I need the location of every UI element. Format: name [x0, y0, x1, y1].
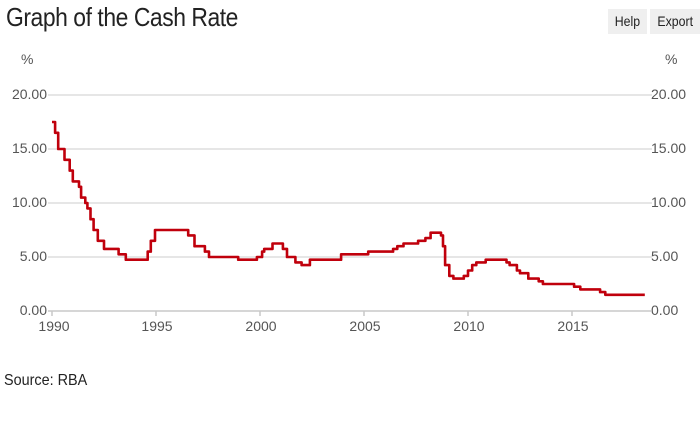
- x-tick-2015: 2015: [557, 318, 589, 334]
- page-title: Graph of the Cash Rate: [6, 2, 238, 32]
- x-tick-2005: 2005: [349, 318, 381, 334]
- gridlines: [48, 94, 652, 258]
- left-axis-unit: %: [21, 51, 34, 67]
- export-button-label: Export: [656, 13, 693, 29]
- y-tick-left-10: 10.00: [11, 194, 47, 210]
- x-tick-2000: 2000: [245, 318, 277, 334]
- y-tick-right-15: 15.00: [651, 140, 687, 156]
- y-tick-right-10: 10.00: [651, 194, 687, 210]
- y-tick-left-20: 20.00: [11, 86, 47, 102]
- x-tick-2010: 2010: [453, 318, 485, 334]
- help-button[interactable]: Help: [607, 9, 647, 34]
- y-tick-left-0: 0.00: [19, 302, 47, 318]
- y-tick-left-5: 5.00: [19, 248, 47, 264]
- y-tick-left-15: 15.00: [11, 140, 47, 156]
- toolbar: Help Export: [607, 9, 700, 34]
- help-button-label: Help: [614, 13, 640, 29]
- x-tick-1990: 1990: [38, 318, 70, 334]
- y-tick-right-20: 20.00: [651, 86, 687, 102]
- source-note: Source: RBA: [4, 372, 88, 389]
- x-axis: [48, 310, 652, 316]
- y-tick-right-0: 0.00: [651, 302, 679, 318]
- export-button[interactable]: Export: [649, 9, 700, 34]
- x-tick-1995: 1995: [141, 318, 173, 334]
- right-axis-unit: %: [665, 51, 678, 67]
- y-tick-right-5: 5.00: [651, 248, 679, 264]
- cash-rate-line: [52, 120, 645, 297]
